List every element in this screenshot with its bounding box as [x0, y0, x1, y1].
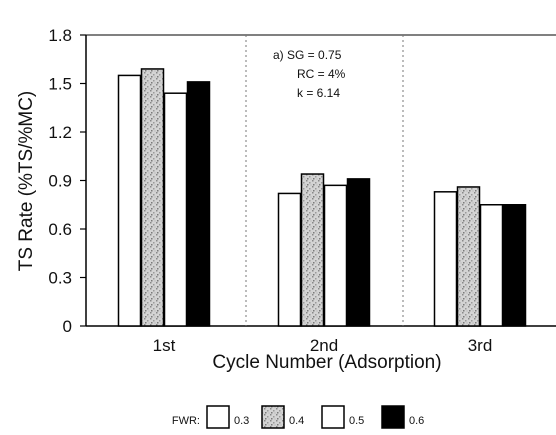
y-tick-label: 1.5: [48, 75, 72, 94]
legend-title: FWR:: [172, 415, 200, 427]
legend-label-0.3: 0.3: [234, 415, 249, 427]
bar-3rd-fwr-0.4: [456, 186, 481, 327]
y-tick-label: 0: [63, 317, 72, 336]
legend-label-0.5: 0.5: [349, 415, 364, 427]
y-tick-label: 0.9: [48, 172, 72, 191]
legend-swatch-0.6: [381, 405, 405, 429]
y-tick-label: 0.6: [48, 220, 72, 239]
x-axis-ticks: 1st 2nd 3rd: [153, 336, 493, 355]
annotation-line-3: k = 6.14: [297, 86, 340, 100]
legend-label-0.6: 0.6: [409, 415, 424, 427]
y-tick-label: 1.2: [48, 123, 72, 142]
legend-swatch-0.3: [206, 405, 230, 429]
legend-label-0.4: 0.4: [289, 415, 304, 427]
bar-1st-fwr-0.4: [140, 68, 165, 327]
legend-swatch-0.4: [261, 405, 285, 429]
bar-3rd-fwr-0.3: [433, 191, 458, 327]
bar-2nd-fwr-0.3: [277, 192, 302, 327]
annotation-line-2: RC = 4%: [297, 67, 346, 81]
y-tick-label: 0.3: [48, 269, 72, 288]
y-axis-ticks: 0 0.3 0.6 0.9 1.2 1.5 1.8: [48, 26, 86, 336]
y-tick-label: 1.8: [48, 26, 72, 45]
bar-3rd-fwr-0.6: [502, 204, 527, 327]
annotation-box: a) SG = 0.75 RC = 4% k = 6.14: [273, 48, 346, 100]
x-tick-label: 3rd: [468, 336, 493, 355]
bar-1st-fwr-0.3: [117, 74, 142, 327]
x-tick-label: 2nd: [310, 336, 338, 355]
bar-2nd-fwr-0.5: [323, 184, 348, 327]
bar-1st-fwr-0.5: [163, 92, 188, 327]
y-axis-title: TS Rate (%TS/%MC): [16, 91, 37, 272]
bar-3rd-fwr-0.5: [479, 204, 504, 327]
legend-swatch-0.5: [321, 405, 345, 429]
legend: FWR: 0.3 0.4 0.5 0.6: [172, 405, 424, 429]
annotation-line-1: a) SG = 0.75: [273, 48, 342, 62]
bars: [117, 68, 527, 327]
bar-2nd-fwr-0.6: [346, 178, 371, 327]
bar-2nd-fwr-0.4: [300, 173, 325, 327]
x-axis-title: Cycle Number (Adsorption): [212, 352, 441, 373]
bar-1st-fwr-0.6: [186, 81, 211, 327]
x-tick-label: 1st: [153, 336, 176, 355]
